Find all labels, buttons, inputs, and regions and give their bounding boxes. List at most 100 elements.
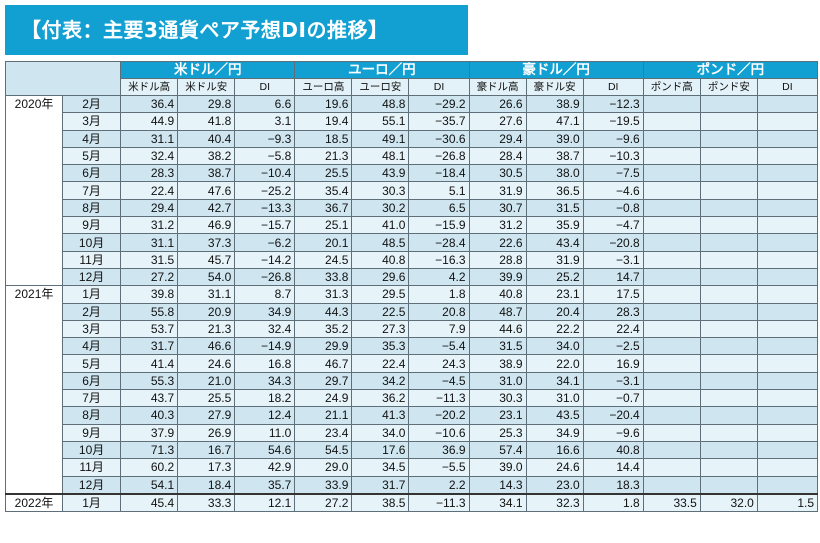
value-cell: −20.4 — [582, 406, 644, 425]
value-cell: 12.4 — [234, 406, 296, 425]
value-cell: −18.4 — [408, 164, 470, 183]
value-cell: −25.2 — [234, 181, 296, 200]
table-row: 4月 31.1 40.4 −9.3 18.5 49.1 −30.6 29.4 39.0 −9.6 — [6, 129, 819, 148]
month-cell: 12月 — [62, 475, 122, 495]
value-cell: 18.5 — [294, 129, 353, 148]
value-cell: 31.3 — [294, 285, 353, 304]
value-cell: 40.8 — [582, 440, 644, 460]
column-header: ユーロ高 — [294, 78, 353, 96]
value-cell — [642, 181, 701, 200]
value-cell: 24.6 — [525, 458, 584, 477]
value-cell: −2.5 — [582, 337, 644, 356]
value-cell: 18.2 — [234, 389, 296, 408]
column-header: 米ドル安 — [177, 78, 236, 96]
month-cell: 4月 — [62, 337, 122, 356]
value-cell — [699, 216, 758, 235]
value-cell: 38.2 — [177, 146, 236, 166]
value-cell: −9.6 — [582, 129, 644, 148]
value-cell: 20.4 — [525, 302, 584, 321]
column-header: ユーロ安 — [351, 78, 410, 96]
value-cell: −9.3 — [234, 129, 296, 148]
value-cell — [642, 440, 701, 460]
table-row: 9月 37.9 26.9 11.0 23.4 34.0 −10.6 25.3 34.9 −9.6 — [6, 423, 819, 442]
value-cell: −14.9 — [234, 337, 296, 356]
value-cell — [699, 319, 758, 339]
value-cell: 25.2 — [525, 267, 584, 287]
value-cell: −26.8 — [408, 146, 470, 166]
value-cell: 33.8 — [294, 267, 353, 287]
value-cell: 31.7 — [120, 337, 179, 356]
value-cell: 35.7 — [234, 475, 296, 495]
value-cell: 38.9 — [525, 94, 584, 114]
value-cell — [756, 181, 819, 200]
value-cell: 29.8 — [177, 94, 236, 114]
value-cell: −12.3 — [582, 94, 644, 114]
value-cell: 35.9 — [525, 216, 584, 235]
month-cell: 2月 — [62, 302, 122, 321]
value-cell: 55.8 — [120, 302, 179, 321]
value-cell — [756, 371, 819, 391]
value-cell — [699, 129, 758, 148]
value-cell: 29.0 — [294, 458, 353, 477]
value-cell: 35.3 — [351, 337, 410, 356]
value-cell: 17.6 — [351, 440, 410, 460]
value-cell — [699, 458, 758, 477]
value-cell: 1.8 — [582, 492, 644, 513]
value-cell: 1.5 — [756, 492, 819, 513]
value-cell: 38.9 — [468, 354, 527, 373]
group-header-eurjpy: ユーロ／円 — [294, 61, 470, 79]
di-table: 米ドル／円 ユーロ／円 豪ドル／円 ポンド／円 米ドル高 米ドル安 DI ユーロ高 ユー… — [4, 61, 819, 513]
value-cell: −11.3 — [408, 492, 470, 513]
value-cell — [756, 129, 819, 148]
value-cell: 19.4 — [294, 112, 353, 131]
table-row: 10月 31.1 37.3 −6.2 20.1 48.5 −28.4 22.6 43.4 −20.… — [6, 233, 819, 252]
table-row: 11月 31.5 45.7 −14.2 24.5 40.8 −16.3 28.8 31.9 −3.… — [6, 250, 819, 269]
value-cell — [756, 216, 819, 235]
value-cell: 47.6 — [177, 181, 236, 200]
month-cell: 11月 — [62, 458, 122, 477]
value-cell: 24.5 — [294, 250, 353, 269]
table-row: 7月 22.4 47.6 −25.2 35.4 30.3 5.1 31.9 36.5 −4.6 — [6, 181, 819, 200]
value-cell: 54.0 — [177, 267, 236, 287]
value-cell — [756, 94, 819, 114]
value-cell — [642, 285, 701, 304]
value-cell: 17.3 — [177, 458, 236, 477]
month-cell: 9月 — [62, 423, 122, 442]
column-header: DI — [408, 78, 470, 96]
value-cell: 12.1 — [234, 492, 296, 513]
value-cell: 16.6 — [525, 440, 584, 460]
value-cell: 29.5 — [351, 285, 410, 304]
value-cell: 30.5 — [468, 164, 527, 183]
table-row: 2020年 2月 36.4 29.8 6.6 19.6 48.8 −29.2 26.6 38.9−… — [4, 94, 819, 287]
value-cell: −20.8 — [582, 233, 644, 252]
month-cell: 2月 — [62, 94, 122, 114]
value-cell: 34.1 — [525, 371, 584, 391]
table-row: 9月 31.2 46.9 −15.7 25.1 41.0 −15.9 31.2 35.9 −4.7 — [6, 216, 819, 235]
value-cell — [699, 354, 758, 373]
value-cell — [756, 164, 819, 183]
value-cell — [642, 354, 701, 373]
value-cell — [642, 302, 701, 321]
value-cell: 6.5 — [408, 198, 470, 218]
value-cell: 22.6 — [468, 233, 527, 252]
value-cell — [699, 250, 758, 269]
value-cell: 30.3 — [468, 389, 527, 408]
table-title: 【付表：主要3通貨ペア予想DIの推移】 — [5, 5, 468, 55]
table-row: 5月 41.4 24.6 16.8 46.7 22.4 24.3 38.9 22.0 16.9 — [6, 354, 819, 373]
value-cell: 49.1 — [351, 129, 410, 148]
value-cell: −14.2 — [234, 250, 296, 269]
value-cell: 54.5 — [294, 440, 353, 460]
value-cell: 31.5 — [468, 337, 527, 356]
value-cell: −6.2 — [234, 233, 296, 252]
value-cell: 33.9 — [294, 475, 353, 495]
value-cell: −4.6 — [582, 181, 644, 200]
table-row: 8月 29.4 42.7 −13.3 36.7 30.2 6.5 30.7 31.5 −0.8 — [6, 198, 819, 218]
value-cell: 40.3 — [120, 406, 179, 425]
value-cell: 30.3 — [351, 181, 410, 200]
value-cell: 16.8 — [234, 354, 296, 373]
year-cell: 2020年 — [4, 94, 64, 287]
value-cell — [699, 198, 758, 218]
value-cell — [642, 423, 701, 442]
value-cell: 14.3 — [468, 475, 527, 495]
value-cell — [699, 440, 758, 460]
